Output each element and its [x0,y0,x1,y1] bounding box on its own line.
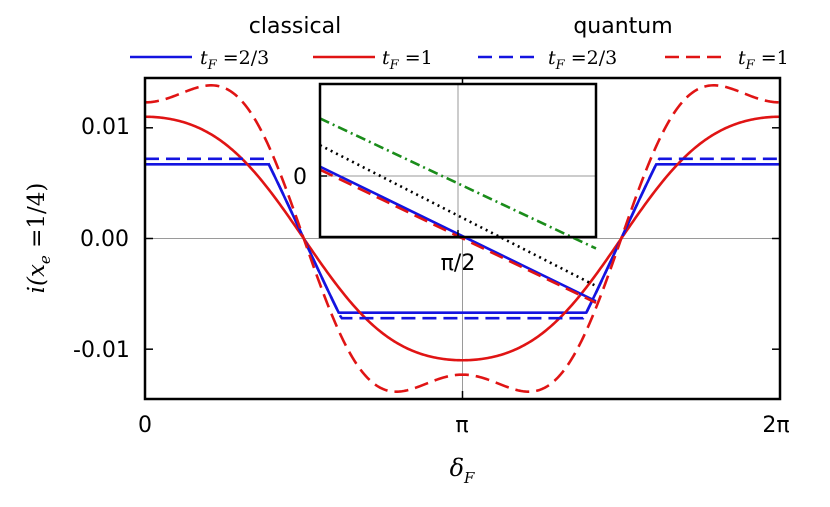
x-tick-label-0: 0 [138,413,152,438]
series-line-quantum-tf-1 [144,84,781,393]
x-tick-label-2pi: 2π [762,413,789,438]
series-line-classical-tf-1 [144,115,781,362]
series-line-classical-tf-2-3 [145,163,780,314]
x-tick-label-pi: π [455,413,468,438]
legend: tF =2/3 tF =1 tF =2/3 tF =1 [130,47,789,73]
y-axis-label: i(xe =1/4) [24,183,54,294]
legend-label-quantum-tf-1: tF =1 [738,47,789,73]
inset-frame [318,82,598,239]
legend-label-classical-tf-1: tF =1 [382,47,433,73]
inset-x-tick-label: π/2 [441,251,476,276]
y-tick-label-neg-0.01: -0.01 [73,338,130,363]
y-tick-label-0.00: 0.00 [80,227,129,252]
legend-group-classical: classical [249,14,341,39]
x-axis-label: δF [450,454,475,487]
inset-line-green-dashdot [319,117,597,250]
inset-y-tick-label: 0 [293,165,307,190]
series-layer [144,84,781,393]
series-line-quantum-tf-2-3 [145,157,780,320]
legend-label-classical-tf-2-3: tF =2/3 [200,47,269,73]
legend-group-quantum: quantum [573,14,672,39]
inset-line-black-dotted [319,144,597,288]
inset-plot: π/2 0 [293,82,598,304]
y-tick-label-0.01: 0.01 [81,115,130,140]
legend-label-quantum-tf-2-3: tF =2/3 [548,47,617,73]
plot-frame [143,76,782,401]
